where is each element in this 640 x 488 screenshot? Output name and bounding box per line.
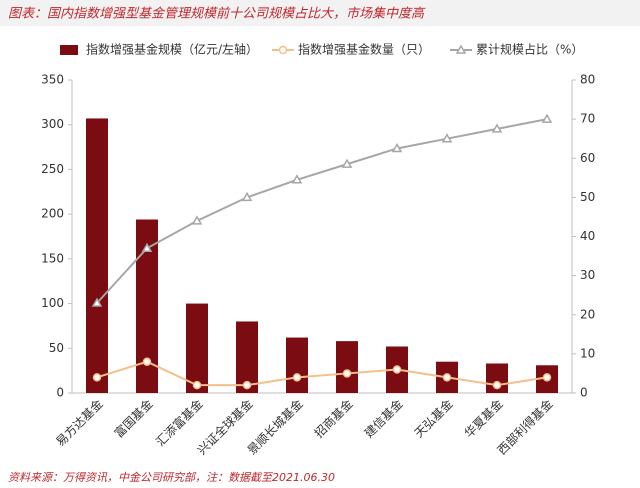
- marker: [392, 365, 402, 374]
- bar: [136, 219, 158, 393]
- bar: [486, 363, 508, 393]
- bar: [86, 118, 108, 393]
- line: [96, 118, 548, 304]
- marker: [541, 113, 553, 123]
- marker: [391, 142, 403, 153]
- bar: [236, 321, 258, 393]
- y-tick-label: 250: [41, 162, 64, 176]
- marker: [542, 373, 552, 382]
- y2-tick-label: 60: [580, 151, 595, 165]
- marker: [191, 215, 203, 225]
- x-tick-label: 汇添富基金: [153, 396, 206, 449]
- x-tick-label: 建信基金: [361, 396, 406, 441]
- source-note: 资料来源：万得资讯，中金公司研究部，注：数据截至2021.06.30: [8, 471, 335, 484]
- legend-marker: [278, 45, 288, 55]
- legend-label: 累计规模占比（%）: [476, 42, 583, 57]
- y-tick-label: 50: [49, 341, 64, 355]
- y-tick-label: 300: [41, 117, 64, 131]
- x-tick-label: 招商基金: [311, 396, 356, 441]
- x-tick-label: 华夏基金: [461, 396, 506, 441]
- y-tick-label: 150: [41, 251, 64, 265]
- marker: [442, 373, 452, 382]
- title-band: [0, 0, 640, 26]
- marker: [91, 297, 103, 307]
- marker: [241, 191, 253, 202]
- legend-label: 指数增强基金数量（只）: [298, 42, 430, 57]
- y2-tick-label: 10: [580, 346, 595, 360]
- bar: [336, 341, 358, 393]
- marker: [292, 373, 302, 382]
- y2-tick-label: 0: [580, 386, 588, 400]
- y2-tick-label: 40: [580, 229, 595, 243]
- marker: [291, 174, 303, 184]
- y2-tick-label: 20: [580, 307, 595, 321]
- marker: [142, 357, 152, 366]
- y2-tick-label: 30: [580, 268, 595, 282]
- marker: [242, 380, 252, 390]
- x-tick-label: 天弘基金: [411, 396, 456, 441]
- bar: [286, 337, 308, 393]
- legend-label: 指数增强基金规模（亿元/左轴）: [86, 42, 258, 57]
- legend-swatch: [60, 45, 78, 55]
- marker: [141, 242, 153, 252]
- line: [96, 360, 548, 387]
- marker: [491, 123, 503, 133]
- y-tick-label: 350: [41, 73, 64, 87]
- y-tick-label: 100: [41, 296, 64, 310]
- marker: [441, 133, 453, 143]
- marker: [92, 373, 102, 382]
- x-tick-label: 富国基金: [111, 396, 156, 441]
- y-tick-label: 200: [41, 207, 64, 221]
- marker: [192, 380, 202, 390]
- marker: [341, 158, 353, 168]
- chart-title: 图表：国内指数增强型基金管理规模前十公司规模占比大，市场集中度高: [8, 6, 426, 22]
- marker: [492, 380, 502, 390]
- y2-tick-label: 80: [580, 73, 595, 87]
- y2-tick-label: 50: [580, 190, 595, 204]
- legend-marker: [455, 44, 467, 54]
- y-tick-label: 0: [56, 386, 64, 400]
- x-tick-label: 易方达基金: [53, 396, 106, 449]
- marker: [342, 369, 352, 378]
- bar: [186, 303, 208, 393]
- y2-tick-label: 70: [580, 112, 595, 126]
